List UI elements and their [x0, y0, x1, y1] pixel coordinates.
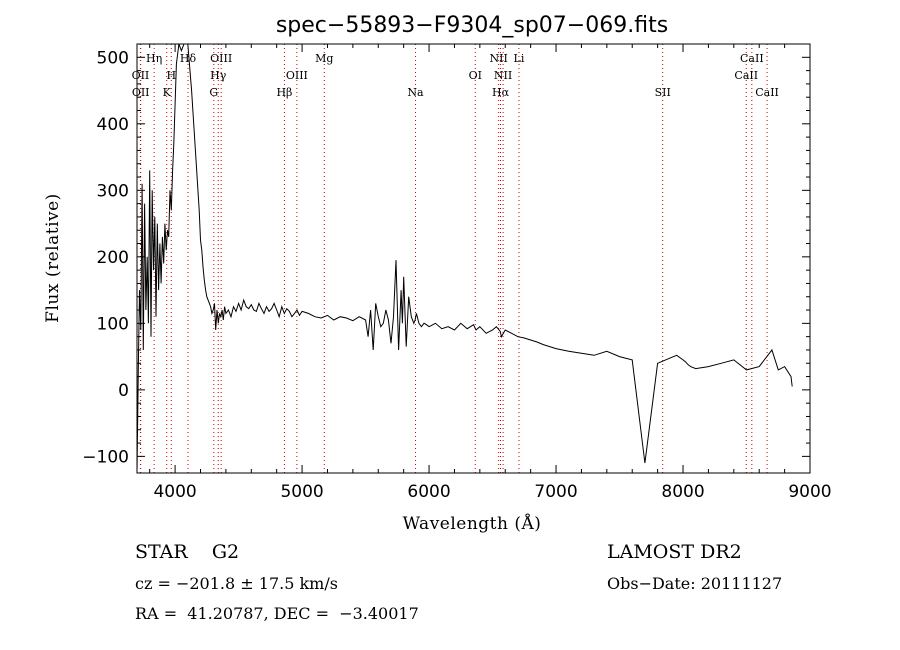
- chart-title: spec−55893−F9304_sp07−069.fits: [276, 13, 668, 38]
- y-axis: −100 0 100 200 300 400 500: [82, 48, 810, 467]
- line-label: CaII: [734, 69, 758, 82]
- x-axis-label: Wavelength (Å): [403, 513, 542, 534]
- line-label: OIII: [286, 69, 308, 82]
- line-label: Hδ: [180, 52, 197, 65]
- y-tick-label: −100: [82, 447, 129, 467]
- line-label: OII: [132, 86, 150, 99]
- line-label: CaII: [755, 86, 779, 99]
- line-label: CaII: [740, 52, 764, 65]
- y-tick-label: 400: [97, 115, 129, 135]
- line-label: Mg: [315, 52, 333, 65]
- x-tick-label: 9000: [788, 482, 831, 502]
- line-label: Na: [407, 86, 424, 99]
- x-tick-label: 5000: [280, 482, 323, 502]
- line-label: Li: [514, 52, 525, 65]
- line-label: Hα: [492, 86, 510, 99]
- spectrum-plot: [137, 44, 793, 473]
- x-tick-label: 7000: [534, 482, 577, 502]
- y-axis-label: Flux (relative): [43, 193, 63, 323]
- line-label: NII: [489, 52, 507, 65]
- line-label: H: [166, 69, 176, 82]
- coordinates: RA = 41.20787, DEC = −3.40017: [135, 604, 419, 623]
- line-label: Hβ: [276, 86, 292, 99]
- x-axis: 4000 5000 6000 7000 8000 9000: [149, 44, 832, 502]
- spectrum-line: [137, 44, 793, 473]
- line-label: NII: [494, 69, 512, 82]
- y-tick-label: 500: [97, 48, 129, 68]
- x-tick-label: 6000: [407, 482, 450, 502]
- line-label: K: [163, 86, 172, 99]
- line-label: OI: [469, 69, 482, 82]
- y-tick-label: 300: [97, 181, 129, 201]
- x-tick-label: 4000: [153, 482, 196, 502]
- line-label: Hγ: [210, 69, 227, 82]
- line-label: G: [209, 86, 218, 99]
- y-tick-label: 100: [97, 314, 129, 334]
- plot-frame: [136, 43, 811, 474]
- redshift-velocity: cz = −201.8 ± 17.5 km/s: [135, 574, 338, 593]
- line-label: SII: [655, 86, 671, 99]
- object-class: STAR G2: [135, 541, 240, 563]
- x-tick-label: 8000: [661, 482, 704, 502]
- spectral-line-markers: [139, 44, 768, 473]
- y-tick-label: 0: [118, 381, 129, 401]
- line-label: Hη: [146, 52, 162, 65]
- observation-date: Obs−Date: 20111127: [607, 574, 783, 593]
- line-label: OII: [132, 69, 150, 82]
- y-tick-label: 200: [97, 248, 129, 268]
- survey-name: LAMOST DR2: [607, 541, 742, 563]
- line-label: OIII: [210, 52, 232, 65]
